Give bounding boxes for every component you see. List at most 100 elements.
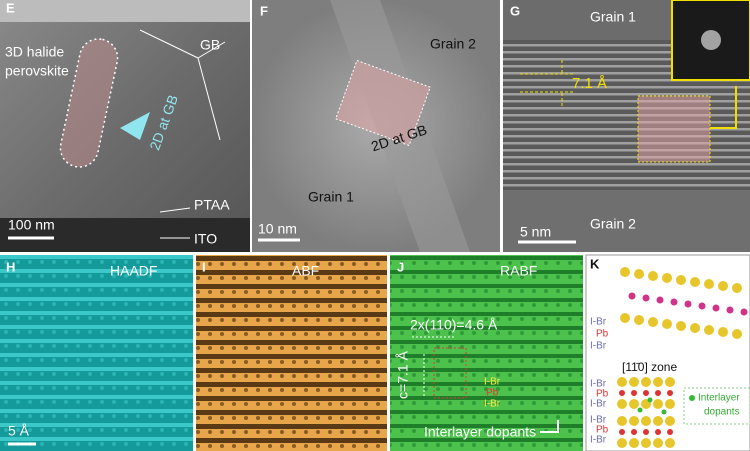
atom (670, 298, 678, 306)
legend-label: Interlayer (698, 393, 740, 404)
atom (662, 319, 672, 329)
atom (617, 377, 627, 387)
legend-label: dopants (704, 407, 740, 418)
atom (690, 323, 700, 333)
atom (629, 399, 639, 409)
atom (629, 416, 639, 426)
atom (676, 275, 686, 285)
panel-f: F Grain 2 2D at GB Grain 1 10 nm (252, 0, 500, 252)
atom (631, 390, 637, 396)
gb-highlight (59, 38, 119, 168)
atom (718, 281, 728, 291)
atom (718, 327, 728, 337)
label: c=7.1 Å (395, 350, 411, 399)
layer-label: Pb (596, 425, 609, 436)
layer-label: I-Br (590, 341, 607, 352)
panel-k: K I-Br Pb I-Br [11̄0] zone I-Br Pb I-Br … (585, 254, 750, 451)
atom (643, 429, 649, 435)
legend-dot (689, 395, 695, 401)
layer-label: Pb (596, 329, 609, 340)
atom (655, 390, 661, 396)
layer-label: Pb (596, 389, 609, 400)
atom (732, 283, 742, 293)
panel-label: K (590, 256, 600, 271)
layer-label: Pb (486, 388, 499, 399)
atom-model (617, 267, 748, 448)
atom (634, 315, 644, 325)
atom (628, 292, 636, 300)
micrograph (196, 255, 387, 451)
layer-label: I-Br (590, 317, 607, 328)
spacing-marker (520, 60, 575, 106)
atom (641, 416, 651, 426)
scale-label: 100 nm (8, 217, 55, 233)
atom (617, 438, 627, 448)
layer-label: I-Br (590, 379, 607, 390)
atom (619, 390, 625, 396)
atom (656, 296, 664, 304)
legend-box (683, 387, 750, 425)
atom (653, 377, 663, 387)
atom (698, 302, 706, 310)
arrow (540, 420, 559, 433)
atom (704, 325, 714, 335)
connector (710, 86, 737, 129)
dimension-lines (412, 336, 456, 396)
label: Grain 2 (430, 36, 476, 52)
label: RABF (500, 263, 537, 279)
layer-label: I-Br (484, 377, 501, 388)
panel-label: H (6, 259, 15, 274)
label: HAADF (110, 263, 157, 279)
atom (661, 409, 667, 415)
fft-center (701, 30, 721, 50)
atom (629, 377, 639, 387)
atom (667, 390, 673, 396)
panel-j: J RABF 2x(110)=4.6 Å c=7.1 Å I-Br Pb I-B… (390, 255, 583, 451)
label: 7.1 Å (572, 75, 607, 92)
atom (629, 438, 639, 448)
atom (690, 277, 700, 287)
label: Grain 2 (590, 216, 636, 232)
atom (684, 300, 692, 308)
atom (732, 329, 742, 339)
panel-label: I (202, 259, 206, 274)
micrograph (0, 255, 193, 451)
atom (653, 399, 663, 409)
panel-label: F (260, 3, 268, 18)
atom (726, 306, 734, 314)
panel-label: G (510, 3, 520, 18)
label: 2x(110)=4.6 Å (410, 317, 498, 333)
atom (641, 377, 651, 387)
substrate (0, 218, 250, 252)
gb-pointers (139, 29, 226, 141)
arrow (120, 112, 150, 140)
atom (620, 313, 630, 323)
atom (665, 416, 675, 426)
atom (653, 438, 663, 448)
atom (648, 271, 658, 281)
scale-label: 10 nm (258, 221, 297, 237)
label: [11̄0] zone (622, 360, 677, 374)
atom (667, 429, 673, 435)
atom (642, 294, 650, 302)
layer-label: I-Br (590, 399, 607, 410)
micrograph (390, 255, 583, 451)
label: Grain 1 (590, 9, 636, 25)
label: Interlayer dopants (424, 424, 536, 440)
atom (643, 390, 649, 396)
panel-h: H HAADF 5 Å (0, 255, 193, 451)
label: GB (200, 37, 220, 53)
atom (641, 438, 651, 448)
atom (665, 399, 675, 409)
background (0, 0, 250, 22)
atom (712, 304, 720, 312)
atom (647, 397, 653, 403)
atom (637, 407, 643, 413)
atom (665, 377, 675, 387)
atom (631, 429, 637, 435)
atom (617, 416, 627, 426)
atom (617, 399, 627, 409)
atom (634, 269, 644, 279)
gb-highlight (335, 59, 431, 147)
